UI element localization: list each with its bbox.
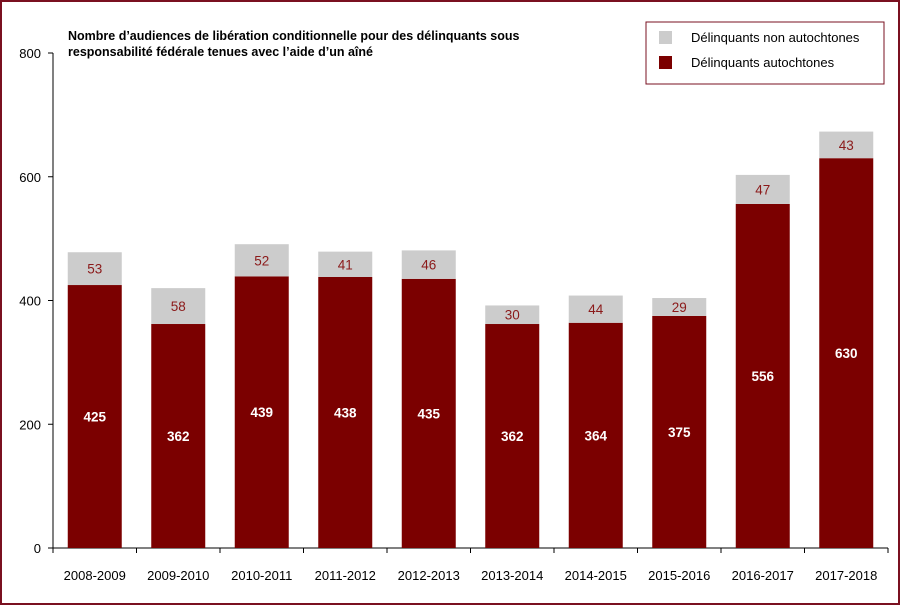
- bar-autochtones: [401, 278, 456, 548]
- y-tick-label: 800: [19, 46, 41, 61]
- x-tick-label: 2016-2017: [732, 568, 794, 583]
- bar-non-autochtones: [819, 131, 874, 159]
- data-label-non-autochtones: 47: [755, 182, 770, 197]
- data-label-autochtones: 438: [334, 405, 357, 420]
- bar-non-autochtones: [735, 174, 790, 204]
- data-label-non-autochtones: 52: [254, 253, 269, 268]
- data-label-autochtones: 439: [250, 405, 273, 420]
- data-label-autochtones: 362: [167, 429, 190, 444]
- legend-label-non-autochtones: Délinquants non autochtones: [691, 30, 860, 45]
- x-tick-label: 2015-2016: [648, 568, 710, 583]
- data-label-autochtones: 435: [417, 406, 440, 421]
- data-label-non-autochtones: 53: [87, 262, 102, 277]
- x-tick-label: 2009-2010: [147, 568, 209, 583]
- bar-non-autochtones: [67, 252, 122, 286]
- x-tick-label: 2012-2013: [398, 568, 460, 583]
- legend-swatch-non-autochtones: [659, 31, 672, 44]
- bars: [67, 131, 874, 548]
- data-label-non-autochtones: 46: [421, 258, 436, 273]
- bar-autochtones: [652, 315, 707, 548]
- y-tick-label: 600: [19, 170, 41, 185]
- bar-labels: 425 53 2008-2009 362 58 2009-2010 439 52 2010-20…: [64, 138, 878, 583]
- bar-autochtones: [568, 322, 623, 548]
- x-tick-label: 2011-2012: [315, 568, 376, 583]
- legend: Délinquants non autochtones Délinquants …: [645, 21, 885, 85]
- bar-non-autochtones: [318, 251, 373, 277]
- chart-title-line-1: Nombre d’audiences de libération conditi…: [68, 29, 520, 43]
- x-tick-label: 2017-2018: [815, 568, 877, 583]
- legend-swatch-autochtones: [659, 56, 672, 69]
- bar-non-autochtones: [485, 305, 540, 325]
- x-tick-label: 2014-2015: [565, 568, 627, 583]
- data-label-non-autochtones: 41: [338, 257, 353, 272]
- data-label-autochtones: 364: [584, 428, 607, 443]
- data-label-non-autochtones: 58: [171, 299, 186, 314]
- bar-non-autochtones: [401, 250, 456, 279]
- x-tick-label: 2008-2009: [64, 568, 126, 583]
- chart-title-line-2: responsabilité fédérale tenues avec l’ai…: [68, 45, 373, 59]
- bar-autochtones: [735, 203, 790, 548]
- x-tick-label: 2013-2014: [481, 568, 543, 583]
- y-tick-label: 0: [34, 541, 41, 556]
- data-label-autochtones: 362: [501, 429, 524, 444]
- data-label-autochtones: 425: [83, 410, 106, 425]
- bar-autochtones: [485, 324, 540, 548]
- bar-autochtones: [819, 158, 874, 548]
- legend-box: [645, 21, 885, 85]
- bar-non-autochtones: [234, 244, 289, 277]
- data-label-non-autochtones: 29: [672, 300, 687, 315]
- data-label-autochtones: 630: [835, 346, 858, 361]
- bar-autochtones: [234, 276, 289, 548]
- y-tick-label: 400: [19, 294, 41, 309]
- bar-autochtones: [67, 285, 122, 548]
- chart-title: Nombre d’audiences de libération conditi…: [68, 29, 520, 59]
- legend-label-autochtones: Délinquants autochtones: [691, 55, 835, 70]
- data-label-non-autochtones: 30: [505, 308, 520, 323]
- data-label-autochtones: 375: [668, 425, 691, 440]
- bar-non-autochtones: [151, 288, 206, 325]
- x-tick-label: 2010-2011: [231, 568, 292, 583]
- bar-autochtones: [151, 324, 206, 548]
- bar-autochtones: [318, 276, 373, 548]
- bar-non-autochtones: [568, 295, 623, 323]
- bar-non-autochtones: [652, 298, 707, 316]
- data-label-autochtones: 556: [751, 369, 774, 384]
- data-label-non-autochtones: 44: [588, 302, 604, 317]
- data-label-non-autochtones: 43: [839, 138, 854, 153]
- y-tick-label: 200: [19, 417, 41, 432]
